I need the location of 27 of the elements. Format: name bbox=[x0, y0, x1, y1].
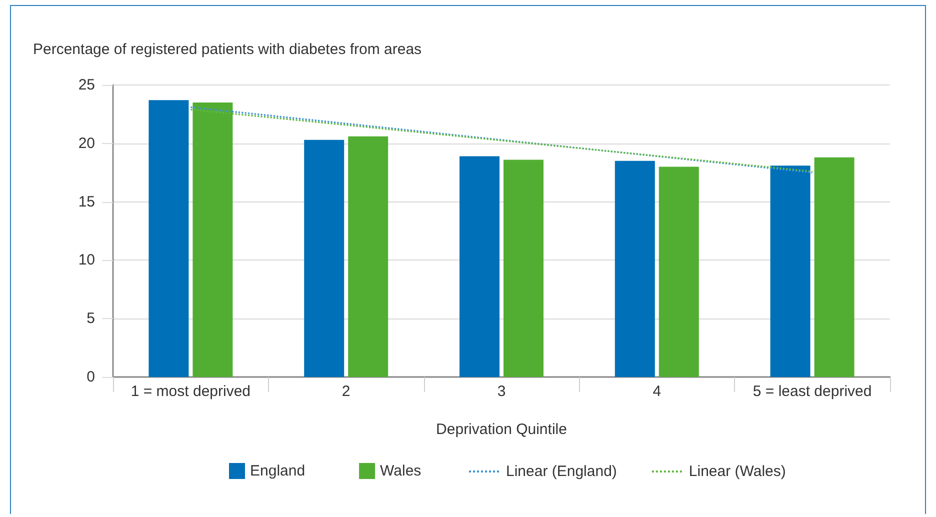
x-axis-title: Deprivation Quintile bbox=[436, 421, 567, 438]
bar bbox=[304, 140, 344, 377]
bar bbox=[504, 160, 544, 377]
bar bbox=[460, 156, 500, 377]
y-tick-label: 15 bbox=[78, 193, 95, 210]
y-tick-label: 20 bbox=[78, 134, 95, 152]
bar bbox=[192, 102, 233, 377]
y-tick-label: 5 bbox=[86, 310, 95, 328]
legend-label: Linear (Wales) bbox=[688, 463, 786, 480]
legend-label: Wales bbox=[380, 462, 422, 480]
chart-title: Percentage of registered patients with diabetes from areas bbox=[33, 41, 422, 58]
x-tick-label: 3 bbox=[497, 383, 506, 400]
bar bbox=[658, 166, 699, 377]
y-tick-label: 10 bbox=[78, 252, 95, 269]
bar bbox=[148, 100, 189, 377]
legend-label: England bbox=[250, 462, 306, 480]
x-tick-label: 2 bbox=[342, 383, 350, 400]
bar bbox=[614, 160, 655, 377]
x-tick-label: 1 = most deprived bbox=[130, 383, 251, 400]
bar bbox=[814, 157, 854, 377]
x-tick-label: 5 = least deprived bbox=[752, 383, 872, 400]
y-tick-label: 0 bbox=[86, 368, 95, 386]
y-tick-label: 25 bbox=[78, 76, 95, 94]
x-tick-label: 4 bbox=[652, 383, 662, 400]
legend-label: Linear (England) bbox=[506, 463, 617, 480]
bar bbox=[770, 166, 810, 377]
bar bbox=[348, 136, 388, 377]
